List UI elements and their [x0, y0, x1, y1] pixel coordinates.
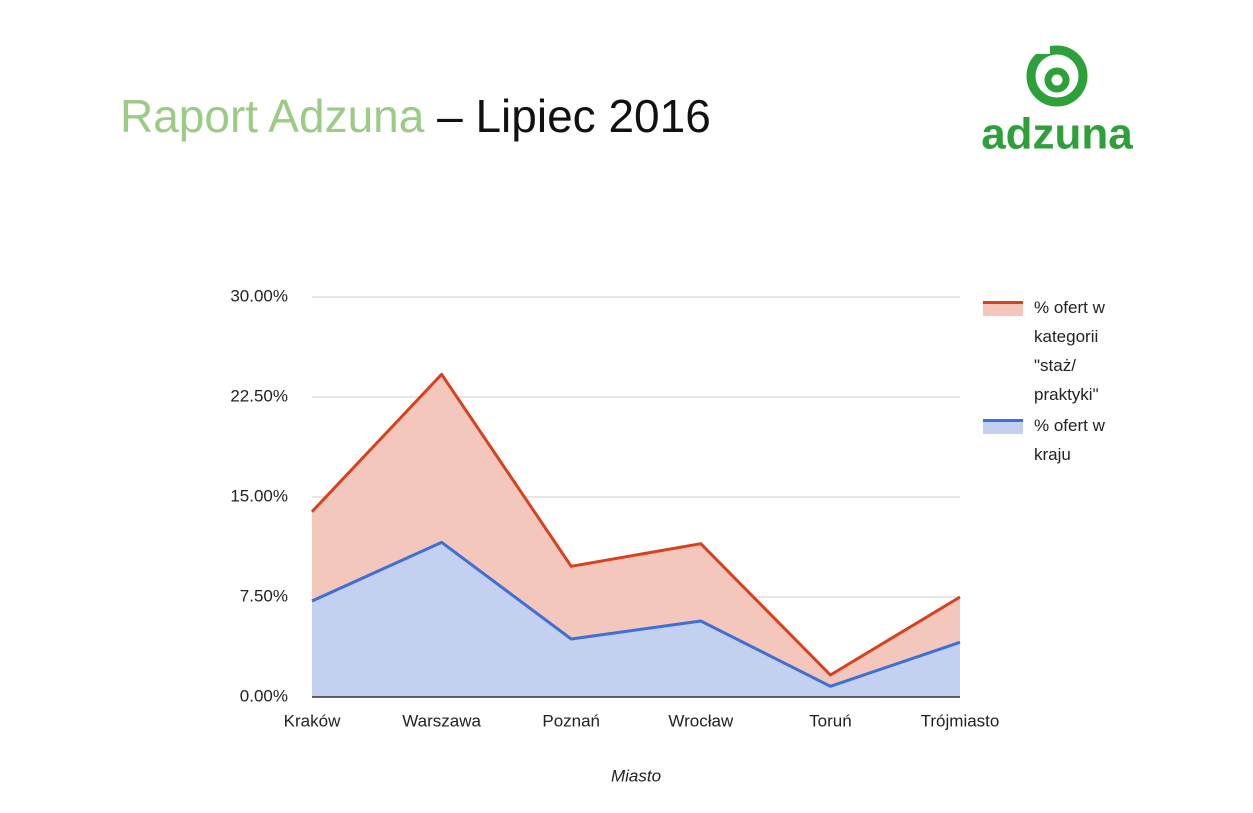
- x-tick-label: Toruń: [809, 711, 852, 730]
- line: [310, 372, 961, 677]
- legend: % ofert w kategorii "staż/ praktyki" % of…: [983, 293, 1133, 471]
- x-tick-label: Wrocław: [668, 711, 734, 730]
- legend-label: % ofert w kraju: [1034, 416, 1105, 464]
- legend-item: % ofert w kraju: [983, 411, 1133, 469]
- legend-swatch: [983, 301, 1023, 316]
- legend-label: % ofert w kategorii "staż/ praktyki": [1034, 298, 1105, 404]
- x-axis-title: Miasto: [611, 766, 661, 785]
- x-tick-label: Kraków: [284, 711, 341, 730]
- legend-item: % ofert w kategorii "staż/ praktyki": [983, 293, 1133, 409]
- y-tick-label: 7.50%: [240, 586, 288, 605]
- logo: adzuna: [981, 42, 1133, 159]
- y-tick-label: 15.00%: [230, 486, 288, 505]
- logo-text: adzuna: [981, 110, 1133, 159]
- y-tick-label: 0.00%: [240, 686, 288, 705]
- logo-gap: [1020, 42, 1050, 54]
- logo-inner: [1044, 67, 1070, 93]
- logo-ring: [1026, 45, 1088, 107]
- legend-swatch: [983, 419, 1023, 434]
- title: Raport Adzuna – Lipiec 2016: [120, 90, 711, 142]
- area: [312, 542, 960, 697]
- title-brand: Raport Adzuna: [120, 90, 425, 142]
- y-tick-label: 30.00%: [230, 286, 288, 305]
- line: [311, 540, 961, 688]
- title-rest: – Lipiec 2016: [437, 90, 711, 142]
- x-tick-label: Trójmiasto: [921, 711, 1000, 730]
- x-tick-label: Warszawa: [402, 711, 481, 730]
- x-tick-label: Poznań: [542, 711, 600, 730]
- y-tick-label: 22.50%: [230, 386, 288, 405]
